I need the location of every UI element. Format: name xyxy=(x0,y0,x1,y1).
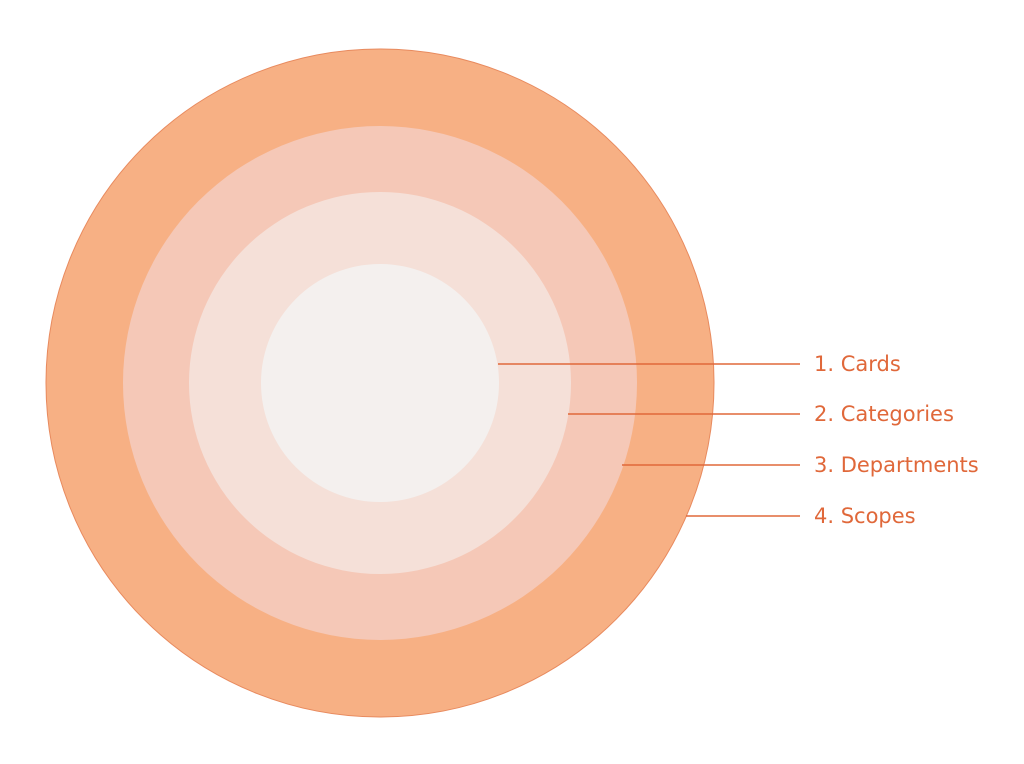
cards-label: 1. Cards xyxy=(814,352,901,376)
categories-label: 2. Categories xyxy=(814,402,954,426)
cards-circle xyxy=(261,264,499,502)
departments-label: 3. Departments xyxy=(814,453,979,477)
scopes-label: 4. Scopes xyxy=(814,504,916,528)
